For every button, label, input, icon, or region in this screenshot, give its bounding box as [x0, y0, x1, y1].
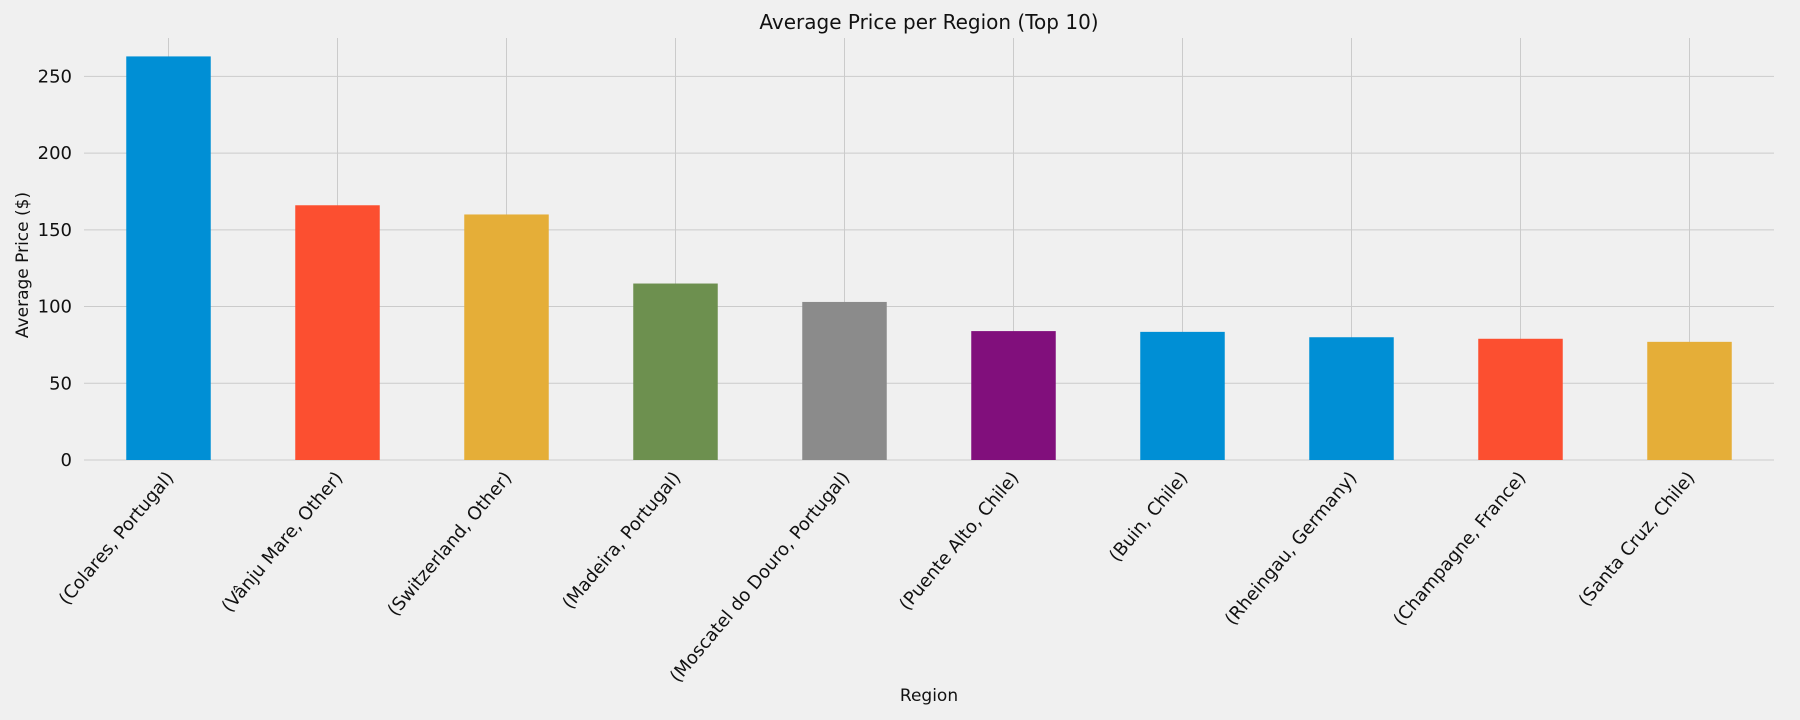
x-axis-ticks: (Colares, Portugal) (Vânju Mare, Other) (S… — [55, 468, 1700, 687]
x-tick-label: (Switzerland, Other) — [384, 468, 517, 621]
x-axis-label: Region — [900, 686, 958, 706]
bar — [1140, 331, 1225, 460]
x-tick-label: (Buin, Chile) — [1105, 468, 1192, 566]
chart-title: Average Price per Region (Top 10) — [759, 10, 1098, 34]
x-tick-label: (Puente Alto, Chile) — [895, 468, 1023, 615]
bar — [1647, 341, 1732, 460]
y-axis-ticks: 0 50 100 150 200 250 — [38, 66, 72, 471]
y-axis-label: Average Price ($) — [13, 192, 33, 338]
y-tick-label: 0 — [61, 450, 72, 471]
x-tick-label: (Champagne, France) — [1389, 468, 1530, 630]
bar — [1478, 338, 1563, 460]
x-tick-label: (Rheingau, Germany) — [1221, 468, 1361, 630]
bar — [971, 331, 1056, 460]
y-tick-label: 100 — [38, 297, 72, 318]
x-tick-label: (Madeira, Portugal) — [558, 468, 685, 614]
bar — [126, 56, 211, 460]
x-tick-label: (Colares, Portugal) — [55, 468, 179, 610]
bar — [1309, 337, 1394, 460]
x-tick-label: (Vânju Mare, Other) — [218, 468, 348, 617]
x-tick-label: (Moscatel do Douro, Portugal) — [666, 468, 854, 687]
bar — [802, 301, 887, 460]
y-tick-label: 50 — [49, 373, 72, 394]
bar — [633, 283, 718, 460]
y-tick-label: 250 — [38, 66, 72, 87]
bar — [464, 214, 549, 460]
bar — [295, 205, 380, 460]
y-tick-label: 150 — [38, 220, 72, 241]
y-tick-label: 200 — [38, 143, 72, 164]
x-tick-label: (Santa Cruz, Chile) — [1575, 468, 1700, 611]
bars — [126, 56, 1732, 460]
